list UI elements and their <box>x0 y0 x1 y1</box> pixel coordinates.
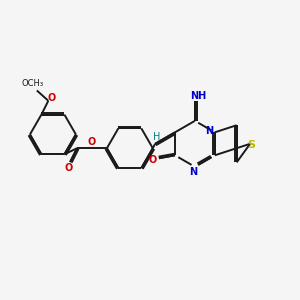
Text: O: O <box>48 93 56 103</box>
Text: N: N <box>206 126 214 136</box>
Text: OCH₃: OCH₃ <box>21 80 44 88</box>
Text: O: O <box>149 155 157 165</box>
Text: O: O <box>88 137 96 147</box>
Text: S: S <box>248 140 256 150</box>
Text: NH: NH <box>190 91 206 101</box>
Text: H: H <box>153 132 160 142</box>
Text: N: N <box>189 167 197 177</box>
Text: O: O <box>64 163 73 173</box>
